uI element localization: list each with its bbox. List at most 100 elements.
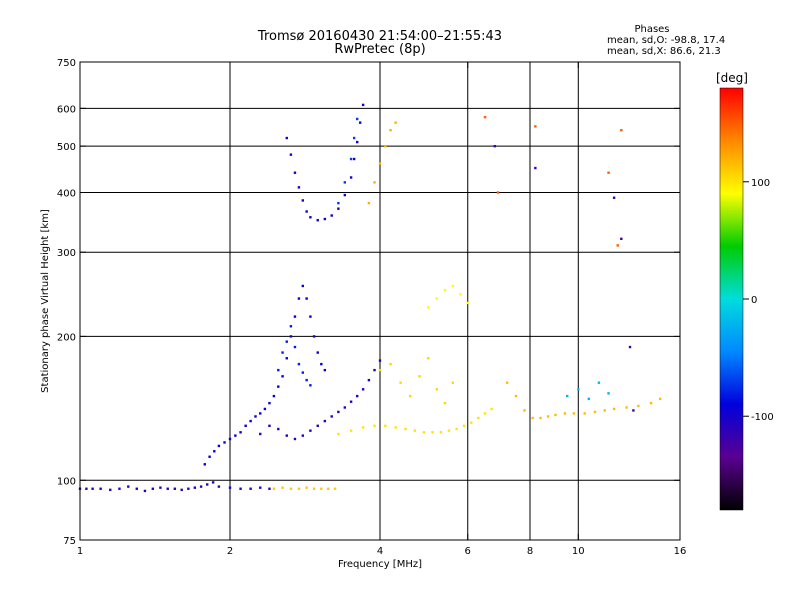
data-point: [281, 351, 284, 354]
data-point: [343, 181, 347, 184]
data-point: [343, 406, 347, 409]
data-point: [277, 385, 280, 388]
data-point: [367, 201, 371, 205]
data-point: [281, 486, 284, 489]
data-point: [272, 394, 276, 398]
data-point: [316, 424, 319, 428]
data-point: [447, 429, 451, 432]
data-point: [193, 486, 197, 489]
colorbar-ticks: 100 0 -100: [743, 178, 774, 423]
data-point: [658, 397, 662, 401]
data-point: [309, 429, 312, 432]
data-point: [239, 487, 242, 490]
data-point: [459, 293, 462, 296]
data-point: [404, 427, 407, 431]
data-point: [607, 171, 610, 174]
data-point: [625, 406, 628, 409]
data-point: [312, 335, 316, 338]
data-point: [293, 315, 297, 318]
data-point: [228, 437, 232, 441]
data-point: [394, 121, 397, 124]
data-point: [337, 410, 340, 414]
y-tick-label: 100: [57, 476, 76, 487]
data-point: [289, 325, 293, 328]
data-point: [217, 485, 221, 488]
y-tick-label: 300: [57, 248, 76, 259]
data-point: [523, 409, 526, 412]
colorbar: [719, 87, 744, 511]
data-point: [305, 486, 308, 489]
data-point: [320, 487, 323, 490]
data-point: [309, 384, 312, 387]
data-point: [413, 429, 417, 432]
grid-lines: [80, 62, 680, 540]
data-point: [309, 216, 312, 219]
y-tick-label: 75: [63, 536, 76, 547]
data-point: [293, 171, 297, 174]
data-point: [565, 394, 569, 398]
data-point: [305, 378, 308, 382]
data-point: [431, 431, 434, 434]
data-point: [583, 412, 586, 415]
stats-heading: Phases: [634, 24, 669, 35]
data-point: [367, 378, 371, 382]
data-point: [572, 412, 576, 415]
data-point: [301, 199, 305, 202]
data-point: [127, 485, 130, 488]
data-point: [439, 431, 443, 434]
x-axis-label: Frequency [MHz]: [338, 559, 422, 570]
y-tick-label: 750: [57, 58, 76, 69]
x-tick-label: 6: [465, 546, 471, 557]
data-point: [496, 191, 500, 194]
data-point: [272, 487, 276, 490]
data-point: [628, 345, 632, 349]
data-point: [289, 335, 293, 338]
data-point: [603, 409, 606, 412]
data-point: [268, 424, 271, 428]
y-axis-label: Stationary phase Virtual Height [km]: [40, 209, 51, 393]
data-point: [493, 144, 497, 148]
data-point: [418, 375, 421, 378]
colorbar-tick-label: 100: [751, 178, 770, 189]
data-point: [531, 416, 534, 420]
data-point: [135, 487, 138, 490]
data-point: [607, 392, 610, 395]
data-point: [159, 486, 162, 489]
data-point: [470, 421, 473, 424]
data-point: [301, 284, 305, 288]
x-tick-label: 4: [377, 546, 383, 557]
data-point: [443, 288, 447, 292]
data-point: [394, 426, 397, 429]
data-point: [378, 368, 382, 372]
data-point: [422, 431, 426, 434]
data-point: [285, 434, 288, 437]
data-point: [384, 424, 387, 428]
data-point: [254, 415, 257, 418]
data-point: [373, 181, 376, 184]
data-point: [373, 424, 376, 428]
data-point: [249, 487, 252, 490]
data-point: [389, 128, 392, 132]
y-tick-label: 200: [57, 332, 76, 343]
data-point: [223, 441, 226, 444]
chart-subtitle: RwPretec (8p): [334, 42, 425, 57]
data-point: [620, 237, 623, 241]
data-point: [355, 394, 359, 398]
data-point: [554, 413, 557, 417]
data-point: [268, 487, 271, 490]
data-point: [451, 284, 455, 288]
data-point: [483, 115, 487, 119]
data-point: [337, 432, 340, 436]
data-point: [301, 371, 305, 374]
data-point: [309, 315, 312, 318]
data-point: [228, 486, 232, 489]
data-point: [91, 487, 94, 490]
data-point: [187, 487, 190, 490]
data-point: [435, 388, 438, 391]
data-point: [455, 427, 458, 431]
data-point: [349, 429, 353, 432]
data-point: [305, 210, 308, 213]
data-point: [587, 397, 591, 401]
data-point: [451, 381, 455, 384]
y-tick-label: 500: [57, 142, 76, 153]
